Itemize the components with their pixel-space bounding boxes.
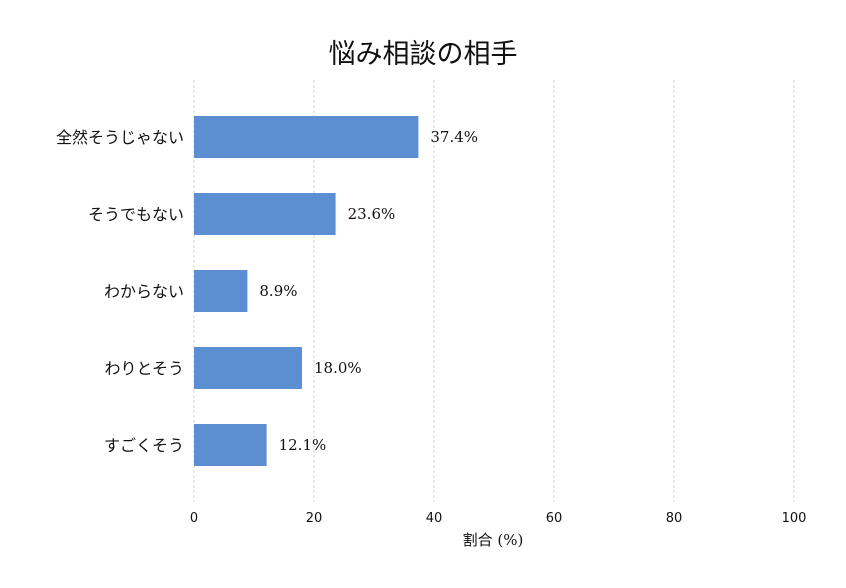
x-tick-labels: 0 20 40 60 80 100 <box>190 511 807 526</box>
value-label: 23.6% <box>348 205 396 223</box>
x-tick-label: 80 <box>666 511 683 526</box>
value-label: 8.9% <box>259 282 297 300</box>
bar <box>194 116 419 158</box>
bar <box>194 424 267 466</box>
category-label: わからない <box>104 282 184 301</box>
category-label: 全然そうじゃない <box>56 128 184 147</box>
x-tick-label: 20 <box>306 511 323 526</box>
bar <box>194 347 302 389</box>
value-label: 12.1% <box>279 436 327 454</box>
x-axis-label: 割合 (%) <box>463 531 524 549</box>
bar <box>194 270 248 312</box>
x-tick-label: 40 <box>426 511 443 526</box>
value-label: 37.4% <box>430 128 478 146</box>
category-label: すごくそう <box>104 436 184 455</box>
category-label: わりとそう <box>104 359 184 378</box>
x-tick-label: 0 <box>190 511 198 526</box>
bars <box>194 116 419 466</box>
category-label: そうでもない <box>88 205 184 224</box>
x-tick-label: 100 <box>782 511 807 526</box>
x-tick-label: 60 <box>546 511 563 526</box>
value-labels: 37.4% 23.6% 8.9% 18.0% 12.1% <box>259 128 478 454</box>
chart-title: 悩み相談の相手 <box>328 39 518 70</box>
bar <box>194 193 336 235</box>
value-label: 18.0% <box>314 359 362 377</box>
